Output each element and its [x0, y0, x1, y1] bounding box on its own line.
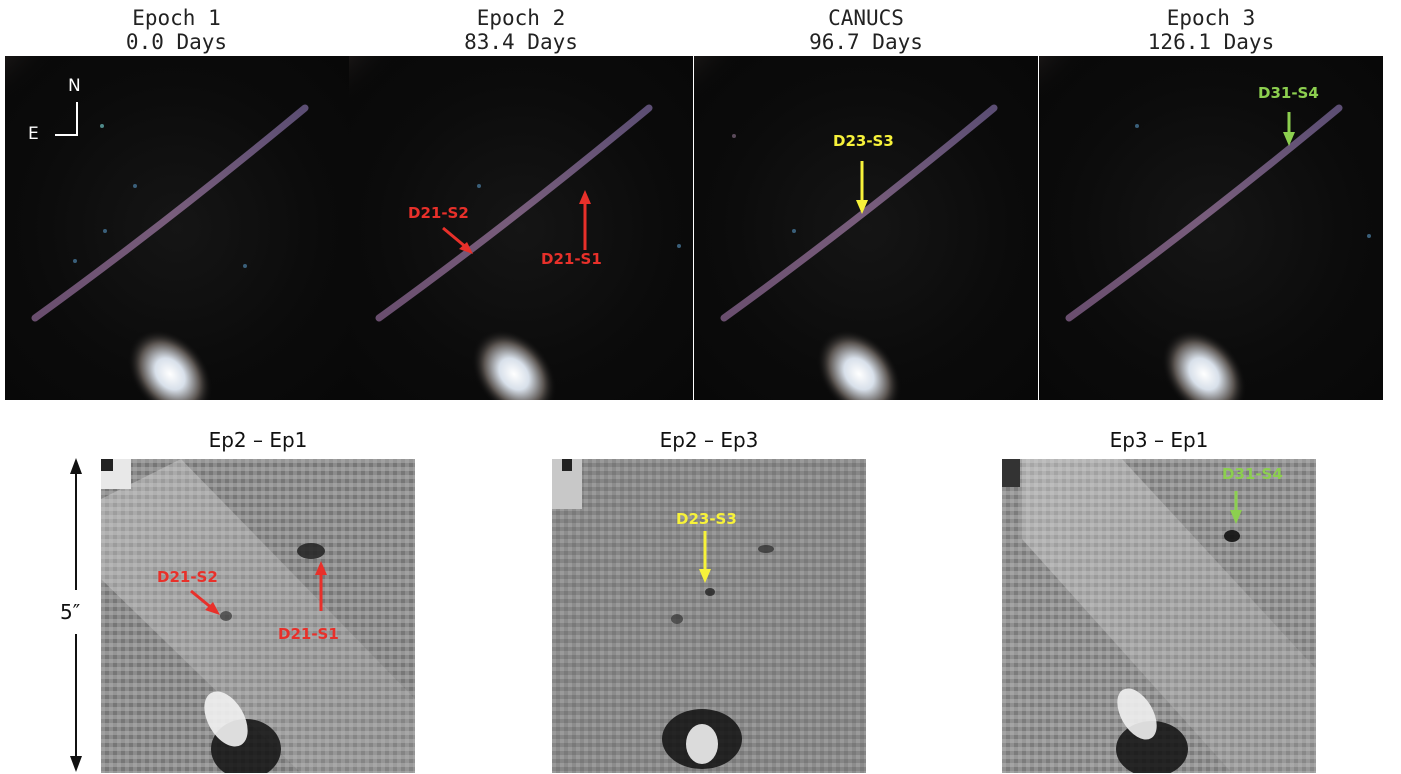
diff-1-d21-s2-label: D21-S2 [157, 568, 218, 586]
epoch-1-title: Epoch 1 0.0 Days [5, 6, 348, 54]
epoch-1-days: 0.0 Days [125, 30, 228, 54]
epoch-1-image: N E [5, 56, 349, 400]
canucs-days: 96.7 Days [809, 30, 923, 54]
compass-icon [55, 102, 78, 136]
diff-2-image-art [552, 459, 866, 773]
epoch-2-days: 83.4 Days [464, 30, 578, 54]
diff-3-title: Ep3 – Ep1 [1109, 428, 1209, 452]
diff-2-title: Ep2 – Ep3 [659, 428, 759, 452]
epoch-3-days: 126.1 Days [1147, 30, 1275, 54]
diff-2-image: D23-S3 [552, 459, 866, 773]
compass-east: E [28, 124, 39, 144]
epoch-1-name: Epoch 1 [132, 6, 221, 30]
diff-3-image: D31-S4 [1002, 459, 1316, 773]
d21-s2-arrow [442, 226, 468, 250]
epoch-2-title: Epoch 2 83.4 Days [349, 6, 693, 54]
epoch-3-title: Epoch 3 126.1 Days [1039, 6, 1383, 54]
compass-north: N [68, 76, 81, 96]
diff-3-image-art [1002, 459, 1316, 773]
canucs-image-art [694, 56, 998, 400]
epoch-3-image-art [1039, 56, 1371, 400]
d21-s2-label: D21-S2 [408, 204, 469, 222]
epoch-2-image-art [349, 56, 681, 400]
epoch-3-image: D31-S4 [1039, 56, 1383, 400]
diff-2-d23-s3-label: D23-S3 [676, 510, 737, 528]
d23-s3-label: D23-S3 [833, 132, 894, 150]
diff-3-d31-s4-label: D31-S4 [1222, 465, 1283, 483]
diff-1-image-art [101, 459, 415, 773]
d21-s1-label: D21-S1 [541, 250, 602, 268]
canucs-title: CANUCS 96.7 Days [694, 6, 1038, 54]
scale-bar-label: 5″ [60, 600, 81, 624]
epoch-3-name: Epoch 3 [1166, 6, 1256, 30]
epoch-2-name: Epoch 2 [476, 6, 566, 30]
d31-s4-label: D31-S4 [1258, 84, 1319, 102]
diff-1-title: Ep2 – Ep1 [208, 428, 308, 452]
epoch-1-image-art [5, 56, 309, 400]
epoch-2-image: D21-S2 D21-S1 [349, 56, 693, 400]
diff-1-image: D21-S2 D21-S1 [101, 459, 415, 773]
diff-1-d21-s1-label: D21-S1 [278, 625, 339, 643]
canucs-name: CANUCS [828, 6, 904, 30]
canucs-image: D23-S3 [694, 56, 1038, 400]
